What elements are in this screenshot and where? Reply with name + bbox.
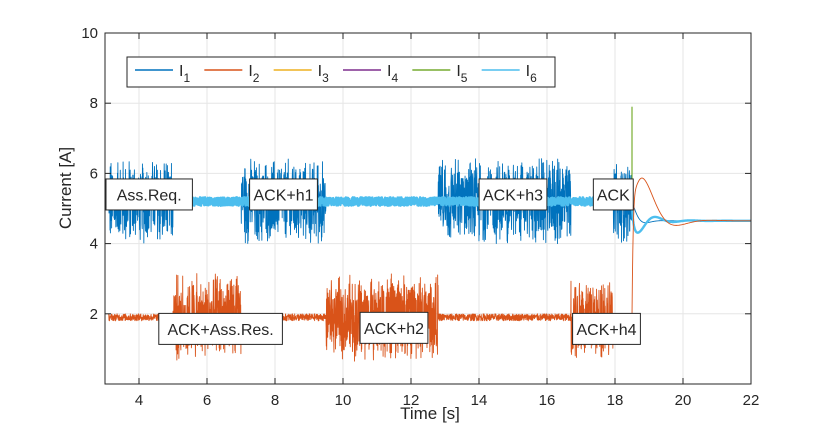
annotations: Ass.Req. ACK+h1 ACK+h3 ACK ACK+Ass.Res. ACK+h…	[105, 178, 641, 345]
annotation-label: ACK+h1	[253, 187, 313, 204]
y-tick-label: 2	[90, 306, 98, 323]
legend-label: I6	[526, 63, 537, 85]
x-tick-label: 8	[271, 392, 279, 409]
annotation-box	[158, 312, 283, 345]
legend-label: I2	[248, 63, 259, 85]
annotation-label: ACK+h3	[483, 187, 543, 204]
legend: I1 I2 I3 I4 I5 I6	[126, 56, 556, 88]
legend-label: I3	[318, 63, 329, 85]
x-tick-label: 4	[135, 392, 143, 409]
annotation-box	[478, 178, 548, 211]
annotation-label: Ass.Req.	[117, 187, 182, 204]
legend-label: I4	[387, 63, 398, 85]
y-tick-label: 10	[81, 25, 98, 42]
axes-box	[104, 32, 752, 385]
x-tick-label: 10	[335, 392, 352, 409]
x-tick-label: 22	[743, 392, 760, 409]
y-tick-label: 4	[90, 236, 98, 253]
legend-label: I1	[179, 63, 190, 85]
x-tick-label: 18	[607, 392, 624, 409]
axes	[104, 32, 752, 385]
annotation-label: ACK+h4	[576, 322, 636, 339]
annotation-label: ACK	[597, 187, 630, 204]
legend-box	[126, 56, 556, 88]
annotation-label: ACK+Ass.Res.	[167, 322, 273, 339]
annotation-box	[359, 311, 429, 344]
x-tick-label: 16	[539, 392, 556, 409]
x-tick-label: 20	[675, 392, 692, 409]
x-axis-label: Time [s]	[400, 404, 460, 423]
annotation-label: ACK+h2	[364, 321, 424, 338]
x-tick-label: 14	[471, 392, 488, 409]
annotation-box	[592, 178, 634, 211]
x-tick-label: 12	[403, 392, 420, 409]
x-tick-label: 6	[203, 392, 211, 409]
y-tick-label: 8	[90, 95, 98, 112]
y-axis-label: Current [A]	[56, 147, 75, 229]
y-tick-label: 6	[90, 165, 98, 182]
annotation-box	[105, 178, 193, 211]
annotation-box	[249, 178, 318, 211]
annotation-box	[572, 312, 641, 345]
legend-label: I5	[456, 63, 467, 85]
